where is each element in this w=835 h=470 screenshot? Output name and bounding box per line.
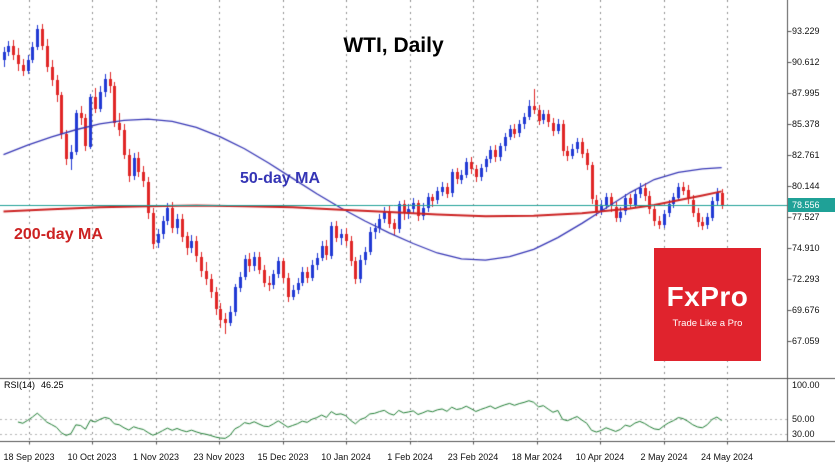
price-axis-label: 74.910 — [792, 243, 820, 253]
ma50-annotation: 50-day MA — [240, 170, 321, 187]
date-axis-label: 1 Feb 2024 — [387, 452, 433, 462]
price-axis-label: 90.612 — [792, 57, 820, 67]
date-axis-label: 10 Jan 2024 — [321, 452, 371, 462]
date-axis-label: 23 Nov 2023 — [193, 452, 245, 462]
chart-title: WTI, Daily — [343, 34, 444, 57]
rsi-axis-label: 50.00 — [792, 414, 815, 424]
price-axis-label: 85.378 — [792, 119, 820, 129]
rsi-name-label: RSI(14) — [4, 380, 36, 390]
price-axis-label: 77.527 — [792, 212, 820, 222]
fxpro-logo: FxPro Trade Like a Pro — [654, 248, 761, 361]
rsi-indicator-caption: RSI(14) 46.25 — [4, 380, 64, 390]
date-axis-label: 18 Mar 2024 — [511, 452, 563, 462]
price-axis-label: 67.059 — [792, 336, 820, 346]
date-axis-label: 24 May 2024 — [700, 452, 754, 462]
ma200-annotation: 200-day MA — [14, 226, 103, 243]
fxpro-logo-name: FxPro — [666, 280, 749, 312]
date-axis-label: 18 Sep 2023 — [3, 452, 55, 462]
rsi-current-value: 46.25 — [41, 380, 64, 390]
fxpro-logo-tagline: Trade Like a Pro — [672, 317, 743, 329]
price-axis-label: 72.293 — [792, 274, 820, 284]
price-axis-label: 69.676 — [792, 305, 820, 315]
date-axis-label: 23 Feb 2024 — [447, 452, 499, 462]
price-axis-label: 93.229 — [792, 26, 820, 36]
current-price-tag: 78.556 — [788, 198, 835, 212]
date-axis-label: 10 Oct 2023 — [67, 452, 117, 462]
date-axis-label: 2 May 2024 — [640, 452, 688, 462]
rsi-axis-label: 30.00 — [792, 429, 815, 439]
price-axis-label: 87.995 — [792, 88, 820, 98]
date-axis-label: 15 Dec 2023 — [257, 452, 309, 462]
price-axis-label: 80.144 — [792, 181, 820, 191]
price-axis-label: 82.761 — [792, 150, 820, 160]
date-axis-label: 10 Apr 2024 — [575, 452, 625, 462]
date-axis-label: 1 Nov 2023 — [132, 452, 180, 462]
rsi-axis-label: 100.00 — [792, 380, 820, 390]
